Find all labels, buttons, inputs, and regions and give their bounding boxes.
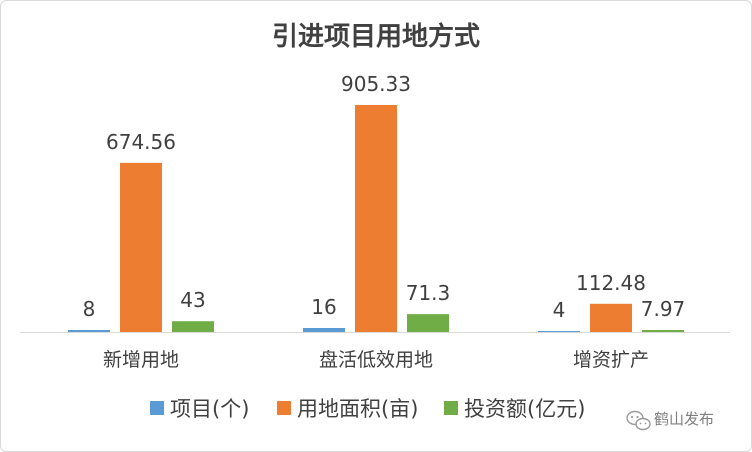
data-label: 16 (311, 295, 336, 319)
data-label: 71.3 (406, 281, 451, 305)
bar-3-3 (642, 330, 684, 332)
data-label: 7.97 (641, 297, 686, 321)
chart-title: 引进项目用地方式 (272, 21, 480, 52)
legend-label-3: 投资额(亿元) (464, 397, 585, 421)
watermark-text: 鹤山发布 (654, 410, 714, 428)
bar-2-1 (120, 162, 162, 332)
bar-2-3 (590, 303, 632, 332)
legend-label-1: 项目(个) (170, 397, 249, 421)
wechat-icon (626, 410, 651, 431)
data-label: 905.33 (341, 72, 411, 96)
watermark: 鹤山发布 (626, 410, 714, 431)
bar-2-2 (355, 105, 397, 332)
legend: 项目(个) 用地面积(亩) 投资额(亿元) (150, 397, 585, 421)
x-tick-label: 盘活低效用地 (319, 349, 433, 371)
data-label: 112.48 (576, 271, 646, 295)
x-tick-label: 新增用地 (103, 349, 179, 371)
data-label: 674.56 (106, 130, 176, 154)
legend-swatch-1 (150, 401, 164, 415)
plot-area: 8 674.56 43 新增用地 16 905.33 71.3 盘活低效用地 4 112.487.… (20, 72, 730, 371)
bar-1-2 (303, 327, 345, 332)
x-tick-label: 增资扩产 (573, 349, 649, 371)
bar-3-1 (172, 321, 214, 332)
bar-3-2 (407, 314, 449, 332)
legend-label-2: 用地面积(亩) (297, 397, 418, 421)
bar-1-3 (538, 330, 580, 332)
data-label: 4 (553, 298, 566, 322)
legend-swatch-2 (277, 401, 291, 415)
legend-swatch-3 (444, 401, 458, 415)
data-label: 8 (83, 297, 96, 321)
bar-1-1 (68, 329, 110, 332)
data-label: 43 (180, 288, 205, 312)
